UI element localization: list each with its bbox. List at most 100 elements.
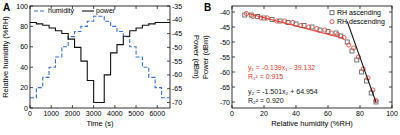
annotation: R₁² = 0.915 <box>248 73 283 80</box>
y-tick-label: 20 <box>20 84 28 91</box>
x-tick <box>392 105 393 108</box>
y-tick-label: 0 <box>24 105 28 112</box>
x-tick-label: 80 <box>356 110 364 117</box>
y-tick <box>389 87 392 88</box>
y2-tick <box>167 74 170 75</box>
y-tick <box>389 57 392 58</box>
y-tick <box>30 6 33 7</box>
y-tick <box>232 27 235 28</box>
x-tick <box>72 105 73 108</box>
y-tick <box>232 102 235 103</box>
x-tick-label: 4000 <box>107 110 123 117</box>
y-tick-label: -55 <box>220 54 230 61</box>
y2-tick-label: -40 <box>172 16 182 23</box>
x-tick-label: 20 <box>260 110 268 117</box>
panel: B020406080100-70-65-60-55-50-45-40Relati… <box>201 2 398 128</box>
x-tick <box>232 6 233 9</box>
y-tick <box>389 42 392 43</box>
x-tick-label: 5000 <box>128 110 144 117</box>
y-tick <box>30 87 33 88</box>
scatter-point <box>347 43 351 47</box>
x-tick-label: 0 <box>28 110 32 117</box>
y-tick-label: -40 <box>220 9 230 16</box>
y2-tick <box>167 33 170 34</box>
y2-tick <box>167 6 170 7</box>
legend-label: RH descending <box>337 18 385 26</box>
y-tick <box>232 12 235 13</box>
plot-area <box>30 16 170 102</box>
x-tick <box>136 105 137 108</box>
x-tick-label: 1000 <box>43 110 59 117</box>
y2-tick <box>167 88 170 89</box>
y-tick <box>389 72 392 73</box>
x-tick <box>328 105 329 108</box>
y-tick <box>30 26 33 27</box>
x-tick <box>392 6 393 9</box>
annotation: y₂ = -1.501x₂ + 64.954 <box>248 88 318 96</box>
legend-swatch <box>330 11 334 15</box>
y-tick <box>389 12 392 13</box>
y2-tick-label: -70 <box>172 99 182 106</box>
y-tick-label: -60 <box>220 69 230 76</box>
y-tick <box>389 27 392 28</box>
x-tick-label: 0 <box>230 110 234 117</box>
x-tick <box>157 6 158 9</box>
y-tick <box>232 72 235 73</box>
x-tick <box>30 6 31 9</box>
x-tick <box>296 6 297 9</box>
legend-label: power <box>96 7 116 15</box>
y2-axis-label: Power (dBm) <box>192 35 201 79</box>
x-tick-label: 100 <box>386 110 398 117</box>
annotation: R₂² = 0.920 <box>248 97 284 104</box>
x-tick <box>232 105 233 108</box>
y2-tick-label: -45 <box>172 30 182 37</box>
x-tick <box>136 6 137 9</box>
y2-tick-label: -50 <box>172 44 182 51</box>
scatter-point <box>315 26 319 30</box>
page: {"chart_data": [ {"type": "line", "title… <box>0 0 400 135</box>
plot-frame <box>232 6 392 108</box>
x-tick <box>114 105 115 108</box>
legend-swatch <box>330 20 334 24</box>
y-tick-label: 40 <box>20 64 28 71</box>
x-tick-label: 40 <box>292 110 300 117</box>
scatter-point <box>323 28 327 32</box>
y-tick-label: 100 <box>16 3 28 10</box>
y2-tick-label: -65 <box>172 85 182 92</box>
y2-tick-label: -35 <box>172 3 182 10</box>
x-tick-label: 3000 <box>86 110 102 117</box>
y-tick <box>30 46 33 47</box>
x-tick <box>264 6 265 9</box>
x-tick-label: 60 <box>324 110 332 117</box>
x-tick <box>157 105 158 108</box>
x-tick <box>30 105 31 108</box>
x-tick <box>51 105 52 108</box>
y2-tick-label: -55 <box>172 58 182 65</box>
legend-swatch <box>34 10 46 11</box>
series-line <box>30 23 170 103</box>
y-tick <box>30 108 33 109</box>
series-line <box>347 21 376 102</box>
legend-swatch <box>82 10 94 11</box>
x-axis-label: Relative humidity (%RH) <box>271 119 353 128</box>
x-tick-label: 6000 <box>149 110 165 117</box>
y-tick-label: -45 <box>220 24 230 31</box>
legend-label: RH ascending <box>337 9 381 17</box>
x-tick <box>328 6 329 9</box>
x-axis-label: Time (s) <box>86 119 114 128</box>
y-axis-label: Relative humidity (%RH) <box>1 16 10 98</box>
scatter-point <box>342 35 346 39</box>
y2-tick <box>167 61 170 62</box>
scatter-point <box>291 20 295 24</box>
y-tick-label: -65 <box>220 84 230 91</box>
x-tick <box>360 105 361 108</box>
x-tick <box>93 105 94 108</box>
y2-tick <box>167 47 170 48</box>
y2-tick-label: -60 <box>172 71 182 78</box>
y-tick-label: 60 <box>20 43 28 50</box>
y-tick <box>30 67 33 68</box>
y2-tick <box>167 102 170 103</box>
panel-label: A <box>3 2 10 13</box>
y-tick <box>232 57 235 58</box>
y-tick-label: -50 <box>220 39 230 46</box>
